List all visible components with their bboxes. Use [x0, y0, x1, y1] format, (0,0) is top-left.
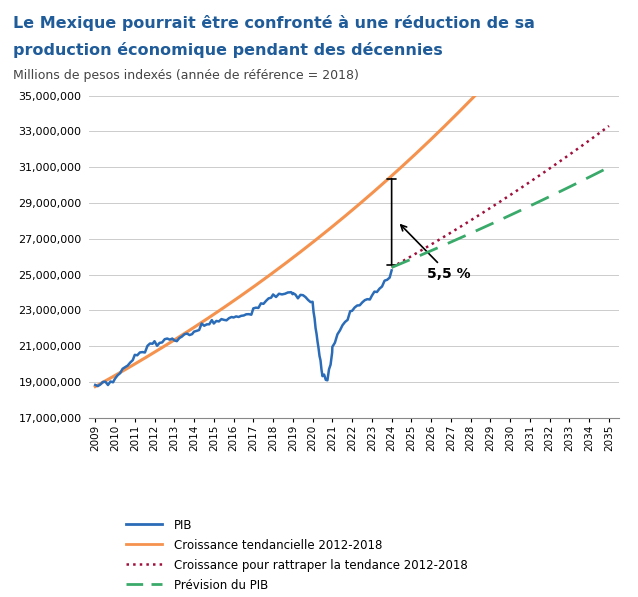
Text: Le Mexique pourrait être confronté à une réduction de sa: Le Mexique pourrait être confronté à une… — [13, 15, 535, 31]
Text: production économique pendant des décennies: production économique pendant des décenn… — [13, 42, 443, 58]
Legend: PIB, Croissance tendancielle 2012-2018, Croissance pour rattraper la tendance 20: PIB, Croissance tendancielle 2012-2018, … — [122, 514, 472, 597]
Text: Millions de pesos indexés (année de référence = 2018): Millions de pesos indexés (année de réfé… — [13, 69, 359, 82]
Text: 5,5 %: 5,5 % — [401, 225, 471, 281]
